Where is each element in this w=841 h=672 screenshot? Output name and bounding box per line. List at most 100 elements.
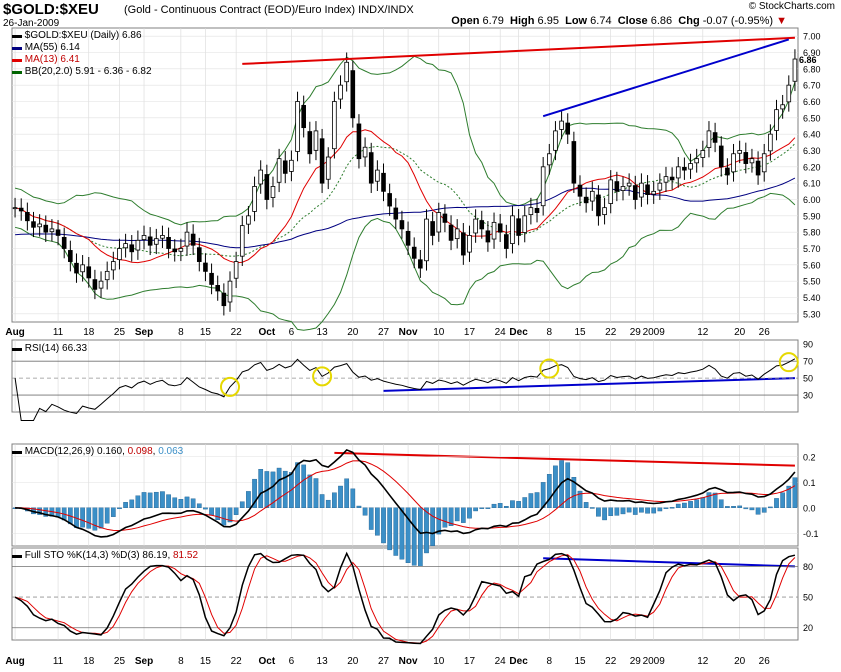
- macd-histogram-bar: [37, 507, 42, 515]
- candle: [381, 172, 386, 192]
- sto-trendline: [543, 557, 795, 568]
- candle: [755, 160, 761, 176]
- candle: [43, 224, 49, 233]
- price-tick-label: 6.30: [803, 146, 821, 156]
- candle: [258, 169, 263, 185]
- macd-histogram-bar: [110, 507, 116, 517]
- candle: [491, 221, 497, 240]
- candle: [430, 221, 435, 236]
- candle: [467, 235, 472, 253]
- x-tick-label-bottom: 18: [83, 656, 95, 667]
- macd-histogram-bar: [454, 507, 460, 522]
- x-tick-label-bottom: 27: [378, 656, 390, 667]
- x-tick-label-bottom: 8: [178, 656, 184, 667]
- candle: [786, 84, 792, 103]
- panel-frame: [11, 339, 799, 413]
- macd-histogram-bar: [344, 478, 350, 508]
- candle: [712, 132, 718, 143]
- candle: [49, 228, 55, 233]
- candle: [264, 174, 270, 200]
- x-tick-label-bottom: 15: [200, 656, 212, 667]
- macd-histogram-bar: [381, 507, 386, 544]
- macd-histogram-bar: [239, 501, 245, 508]
- candle: [639, 182, 644, 198]
- price-tick-label: 6.50: [803, 113, 821, 123]
- candle: [749, 158, 755, 164]
- macd-histogram-bar: [338, 485, 343, 508]
- x-tick-label-top: 25: [114, 327, 126, 338]
- macd-histogram-bar: [301, 464, 307, 508]
- legend-ma55: ▬ MA(55) 6.14: [12, 42, 80, 53]
- macd-histogram-bar: [510, 500, 515, 508]
- macd-histogram-bar: [755, 507, 761, 515]
- macd-legend: ▬ MACD(12,26,9) 0.160, 0.098, 0.063: [12, 446, 184, 457]
- candle: [307, 131, 313, 155]
- x-tick-label-bottom: 2009: [643, 656, 666, 667]
- macd-trendline: [334, 451, 795, 467]
- candle: [154, 238, 159, 245]
- macd-histogram-bar: [602, 507, 607, 521]
- candle: [780, 104, 785, 110]
- candle: [534, 208, 540, 213]
- macd-histogram-bar: [786, 485, 792, 508]
- last-price-label: 6.86: [799, 55, 817, 65]
- candle: [774, 109, 779, 131]
- candle: [356, 123, 362, 160]
- candle: [553, 130, 558, 151]
- macd-histogram-bar: [553, 465, 558, 508]
- candle: [338, 84, 343, 100]
- candle: [319, 138, 325, 184]
- candle: [172, 248, 178, 253]
- macd-histogram-bar: [233, 507, 239, 515]
- candle: [117, 248, 122, 261]
- x-tick-label-bottom: Aug: [5, 656, 24, 667]
- candle: [743, 152, 749, 164]
- x-tick-label-bottom: 22: [231, 656, 243, 667]
- candle: [571, 141, 577, 184]
- candle: [12, 207, 18, 210]
- candle: [399, 220, 405, 230]
- macd-histogram-bar: [141, 492, 147, 508]
- macd-histogram-bar: [399, 507, 405, 560]
- candle: [362, 146, 368, 158]
- macd-histogram-bar: [98, 507, 104, 529]
- candle: [31, 221, 36, 228]
- macd-histogram-bar: [436, 507, 442, 535]
- candle: [565, 122, 571, 135]
- candle: [276, 158, 282, 183]
- x-tick-label-top: Dec: [509, 327, 528, 338]
- candle: [301, 105, 306, 129]
- macd-histogram-bar: [172, 497, 178, 508]
- rsi-overbought-circle: [312, 366, 333, 387]
- candle: [289, 159, 294, 172]
- macd-histogram-bar: [160, 491, 165, 508]
- macd-histogram-bar: [725, 506, 730, 508]
- x-tick-label-bottom: 11: [53, 656, 64, 667]
- candle: [411, 246, 417, 259]
- macd-histogram-bar: [166, 494, 171, 508]
- macd-histogram-bar: [153, 491, 159, 508]
- price-tick-label: 6.70: [803, 81, 821, 91]
- macd-histogram-bar: [227, 507, 233, 523]
- macd-histogram-bar: [123, 502, 128, 508]
- candle: [700, 150, 706, 158]
- macd-histogram-bar: [393, 507, 399, 556]
- macd-histogram-bar: [565, 462, 571, 508]
- macd-histogram-bar: [190, 498, 196, 508]
- macd-histogram-bar: [368, 507, 374, 530]
- macd-histogram-bar: [780, 492, 785, 508]
- ma55-line: [15, 177, 796, 249]
- price-tick-label: 6.60: [803, 97, 821, 107]
- candle: [74, 262, 79, 274]
- x-tick-label-bottom: 8: [547, 656, 553, 667]
- macd-histogram-bar: [700, 497, 706, 508]
- candle: [479, 220, 485, 230]
- x-tick-label-top: 10: [433, 327, 445, 338]
- macd-histogram-bar: [792, 477, 798, 508]
- candle: [282, 160, 288, 174]
- macd-histogram-bar: [577, 490, 583, 508]
- candle: [461, 232, 466, 256]
- macd-histogram-bar: [473, 507, 478, 512]
- x-tick-label-top: Aug: [5, 327, 24, 338]
- price-tick-label: 6.80: [803, 64, 821, 74]
